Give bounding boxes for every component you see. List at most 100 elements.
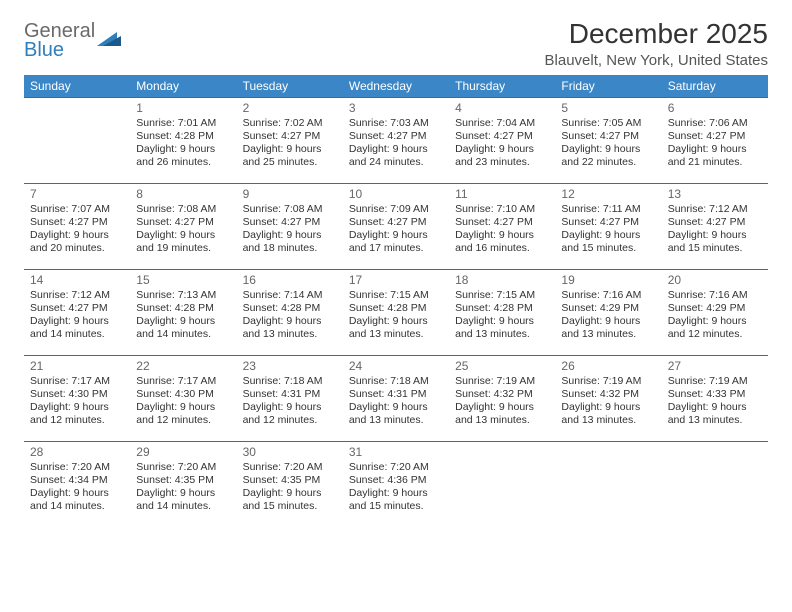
daylight-line: Daylight: 9 hours and 14 minutes. [30, 487, 124, 513]
sunset-line: Sunset: 4:28 PM [136, 302, 230, 315]
sunrise-line: Sunrise: 7:19 AM [668, 375, 762, 388]
daylight-line: Daylight: 9 hours and 25 minutes. [243, 143, 337, 169]
calendar-week-row: 7Sunrise: 7:07 AMSunset: 4:27 PMDaylight… [24, 184, 768, 270]
daylight-line: Daylight: 9 hours and 12 minutes. [668, 315, 762, 341]
day-number: 17 [349, 273, 443, 288]
daylight-line: Daylight: 9 hours and 13 minutes. [349, 401, 443, 427]
sunset-line: Sunset: 4:31 PM [349, 388, 443, 401]
calendar-cell: 6Sunrise: 7:06 AMSunset: 4:27 PMDaylight… [662, 98, 768, 184]
day-number: 18 [455, 273, 549, 288]
sunset-line: Sunset: 4:30 PM [30, 388, 124, 401]
day-number: 16 [243, 273, 337, 288]
sunrise-line: Sunrise: 7:20 AM [136, 461, 230, 474]
calendar-cell [449, 442, 555, 528]
daylight-line: Daylight: 9 hours and 18 minutes. [243, 229, 337, 255]
title-block: December 2025 Blauvelt, New York, United… [545, 18, 768, 69]
day-of-week-header: Thursday [449, 75, 555, 98]
sunrise-line: Sunrise: 7:18 AM [243, 375, 337, 388]
sunrise-line: Sunrise: 7:10 AM [455, 203, 549, 216]
daylight-line: Daylight: 9 hours and 13 minutes. [243, 315, 337, 341]
calendar-cell: 4Sunrise: 7:04 AMSunset: 4:27 PMDaylight… [449, 98, 555, 184]
daylight-line: Daylight: 9 hours and 20 minutes. [30, 229, 124, 255]
sunset-line: Sunset: 4:27 PM [349, 130, 443, 143]
sunset-line: Sunset: 4:31 PM [243, 388, 337, 401]
sunrise-line: Sunrise: 7:12 AM [668, 203, 762, 216]
sunrise-line: Sunrise: 7:15 AM [349, 289, 443, 302]
calendar-cell: 12Sunrise: 7:11 AMSunset: 4:27 PMDayligh… [555, 184, 661, 270]
sunset-line: Sunset: 4:29 PM [561, 302, 655, 315]
day-number: 9 [243, 187, 337, 202]
daylight-line: Daylight: 9 hours and 13 minutes. [561, 401, 655, 427]
day-number: 24 [349, 359, 443, 374]
day-number: 31 [349, 445, 443, 460]
calendar-cell [662, 442, 768, 528]
day-number: 10 [349, 187, 443, 202]
sunset-line: Sunset: 4:27 PM [30, 216, 124, 229]
day-number: 25 [455, 359, 549, 374]
sunrise-line: Sunrise: 7:15 AM [455, 289, 549, 302]
calendar-cell: 8Sunrise: 7:08 AMSunset: 4:27 PMDaylight… [130, 184, 236, 270]
calendar-cell: 24Sunrise: 7:18 AMSunset: 4:31 PMDayligh… [343, 356, 449, 442]
sunset-line: Sunset: 4:28 PM [243, 302, 337, 315]
calendar-cell: 29Sunrise: 7:20 AMSunset: 4:35 PMDayligh… [130, 442, 236, 528]
calendar-cell: 1Sunrise: 7:01 AMSunset: 4:28 PMDaylight… [130, 98, 236, 184]
calendar-cell [555, 442, 661, 528]
sunset-line: Sunset: 4:36 PM [349, 474, 443, 487]
daylight-line: Daylight: 9 hours and 21 minutes. [668, 143, 762, 169]
sunset-line: Sunset: 4:30 PM [136, 388, 230, 401]
day-number: 3 [349, 101, 443, 116]
sunrise-line: Sunrise: 7:05 AM [561, 117, 655, 130]
day-of-week-row: SundayMondayTuesdayWednesdayThursdayFrid… [24, 75, 768, 98]
calendar-cell: 10Sunrise: 7:09 AMSunset: 4:27 PMDayligh… [343, 184, 449, 270]
location: Blauvelt, New York, United States [545, 52, 768, 69]
sunrise-line: Sunrise: 7:17 AM [30, 375, 124, 388]
daylight-line: Daylight: 9 hours and 15 minutes. [243, 487, 337, 513]
sunset-line: Sunset: 4:27 PM [561, 130, 655, 143]
day-of-week-header: Saturday [662, 75, 768, 98]
calendar-cell: 25Sunrise: 7:19 AMSunset: 4:32 PMDayligh… [449, 356, 555, 442]
calendar-cell: 23Sunrise: 7:18 AMSunset: 4:31 PMDayligh… [237, 356, 343, 442]
day-number: 4 [455, 101, 549, 116]
sunset-line: Sunset: 4:32 PM [561, 388, 655, 401]
sunset-line: Sunset: 4:27 PM [243, 216, 337, 229]
sunrise-line: Sunrise: 7:20 AM [349, 461, 443, 474]
day-number: 20 [668, 273, 762, 288]
calendar-cell: 7Sunrise: 7:07 AMSunset: 4:27 PMDaylight… [24, 184, 130, 270]
calendar-cell: 11Sunrise: 7:10 AMSunset: 4:27 PMDayligh… [449, 184, 555, 270]
sunrise-line: Sunrise: 7:20 AM [243, 461, 337, 474]
sunrise-line: Sunrise: 7:14 AM [243, 289, 337, 302]
calendar-week-row: 1Sunrise: 7:01 AMSunset: 4:28 PMDaylight… [24, 98, 768, 184]
daylight-line: Daylight: 9 hours and 19 minutes. [136, 229, 230, 255]
sunrise-line: Sunrise: 7:02 AM [243, 117, 337, 130]
sunset-line: Sunset: 4:27 PM [455, 130, 549, 143]
calendar-cell: 9Sunrise: 7:08 AMSunset: 4:27 PMDaylight… [237, 184, 343, 270]
daylight-line: Daylight: 9 hours and 16 minutes. [455, 229, 549, 255]
sunrise-line: Sunrise: 7:20 AM [30, 461, 124, 474]
calendar-cell: 21Sunrise: 7:17 AMSunset: 4:30 PMDayligh… [24, 356, 130, 442]
daylight-line: Daylight: 9 hours and 13 minutes. [349, 315, 443, 341]
sunset-line: Sunset: 4:28 PM [349, 302, 443, 315]
daylight-line: Daylight: 9 hours and 14 minutes. [30, 315, 124, 341]
daylight-line: Daylight: 9 hours and 15 minutes. [349, 487, 443, 513]
logo: General Blue [24, 18, 121, 60]
day-number: 14 [30, 273, 124, 288]
sunrise-line: Sunrise: 7:06 AM [668, 117, 762, 130]
daylight-line: Daylight: 9 hours and 23 minutes. [455, 143, 549, 169]
header: General Blue December 2025 Blauvelt, New… [24, 18, 768, 69]
logo-mark-icon [97, 30, 121, 53]
calendar-body: 1Sunrise: 7:01 AMSunset: 4:28 PMDaylight… [24, 98, 768, 528]
calendar-week-row: 14Sunrise: 7:12 AMSunset: 4:27 PMDayligh… [24, 270, 768, 356]
day-number: 6 [668, 101, 762, 116]
sunset-line: Sunset: 4:35 PM [243, 474, 337, 487]
day-number: 2 [243, 101, 337, 116]
sunrise-line: Sunrise: 7:07 AM [30, 203, 124, 216]
day-number: 23 [243, 359, 337, 374]
sunset-line: Sunset: 4:35 PM [136, 474, 230, 487]
calendar-cell: 27Sunrise: 7:19 AMSunset: 4:33 PMDayligh… [662, 356, 768, 442]
calendar-cell: 22Sunrise: 7:17 AMSunset: 4:30 PMDayligh… [130, 356, 236, 442]
sunset-line: Sunset: 4:32 PM [455, 388, 549, 401]
sunset-line: Sunset: 4:28 PM [455, 302, 549, 315]
daylight-line: Daylight: 9 hours and 22 minutes. [561, 143, 655, 169]
calendar-cell: 26Sunrise: 7:19 AMSunset: 4:32 PMDayligh… [555, 356, 661, 442]
calendar-cell: 17Sunrise: 7:15 AMSunset: 4:28 PMDayligh… [343, 270, 449, 356]
